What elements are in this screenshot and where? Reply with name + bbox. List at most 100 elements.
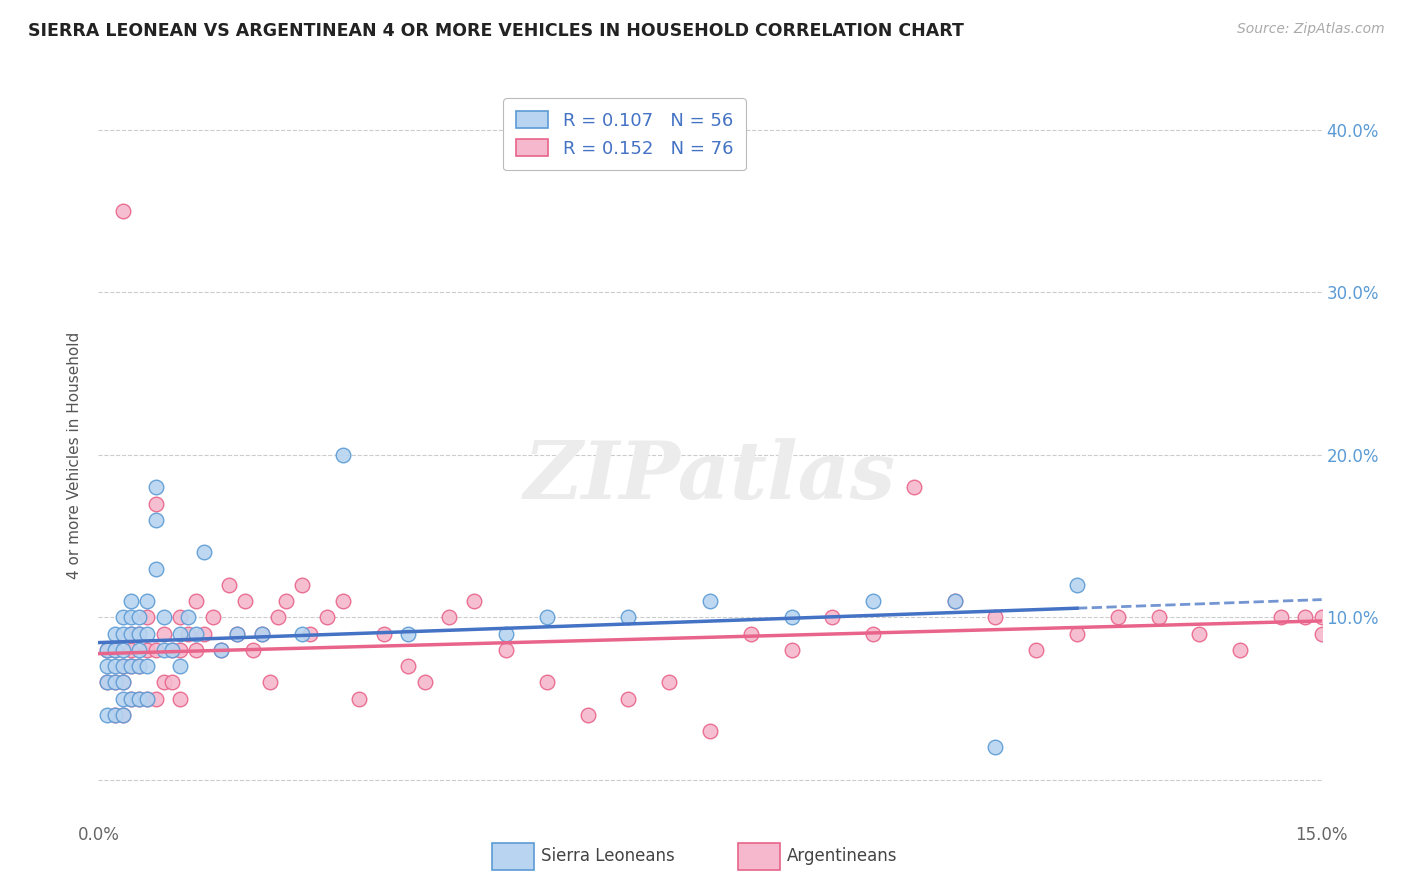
Point xyxy=(104,675,127,690)
Point xyxy=(201,610,224,624)
Point xyxy=(903,480,925,494)
Point xyxy=(1188,626,1211,640)
Point xyxy=(226,626,249,640)
Point xyxy=(536,675,558,690)
Point xyxy=(120,659,142,673)
Point xyxy=(104,708,127,723)
Point xyxy=(136,626,159,640)
Point xyxy=(128,643,150,657)
Point xyxy=(136,610,159,624)
Point xyxy=(1310,626,1333,640)
Point xyxy=(186,626,208,640)
Point xyxy=(1025,643,1047,657)
Point xyxy=(437,610,460,624)
Point xyxy=(1147,610,1170,624)
Point xyxy=(463,594,485,608)
Point xyxy=(349,691,371,706)
Point xyxy=(111,675,134,690)
Y-axis label: 4 or more Vehicles in Household: 4 or more Vehicles in Household xyxy=(67,331,83,579)
Point xyxy=(128,691,150,706)
Point xyxy=(152,675,174,690)
Point xyxy=(332,448,354,462)
Point xyxy=(617,610,640,624)
Point xyxy=(495,626,517,640)
Point xyxy=(250,626,273,640)
Point xyxy=(160,643,183,657)
Point xyxy=(120,610,142,624)
Point xyxy=(396,659,419,673)
Point xyxy=(104,626,127,640)
Text: Source: ZipAtlas.com: Source: ZipAtlas.com xyxy=(1237,22,1385,37)
Point xyxy=(111,691,134,706)
Point xyxy=(96,643,118,657)
Point xyxy=(111,659,134,673)
Point xyxy=(128,659,150,673)
Point xyxy=(169,643,191,657)
Point xyxy=(120,691,142,706)
Point xyxy=(128,691,150,706)
Point xyxy=(136,594,159,608)
Point xyxy=(160,643,183,657)
Point xyxy=(291,578,314,592)
Point xyxy=(152,610,174,624)
Point xyxy=(226,626,249,640)
Point xyxy=(576,708,599,723)
Point xyxy=(96,708,118,723)
Legend: R = 0.107   N = 56, R = 0.152   N = 76: R = 0.107 N = 56, R = 0.152 N = 76 xyxy=(503,98,745,170)
Point xyxy=(120,659,142,673)
Point xyxy=(111,610,134,624)
Point xyxy=(862,594,884,608)
Point xyxy=(145,480,167,494)
Point xyxy=(250,626,273,640)
Point xyxy=(495,643,517,657)
Point xyxy=(332,594,354,608)
Point xyxy=(984,740,1007,755)
Point xyxy=(136,643,159,657)
Point xyxy=(1270,610,1292,624)
Point xyxy=(862,626,884,640)
Point xyxy=(943,594,966,608)
Point xyxy=(111,675,134,690)
Point xyxy=(193,626,215,640)
Point xyxy=(111,708,134,723)
Point xyxy=(145,497,167,511)
Point xyxy=(128,610,150,624)
Text: Sierra Leoneans: Sierra Leoneans xyxy=(541,847,675,865)
Point xyxy=(233,594,256,608)
Point xyxy=(780,610,803,624)
Point xyxy=(536,610,558,624)
Point xyxy=(177,626,200,640)
Point xyxy=(1294,610,1316,624)
Point xyxy=(169,610,191,624)
Point xyxy=(218,578,240,592)
Point xyxy=(120,643,142,657)
Point xyxy=(943,594,966,608)
Point xyxy=(1229,643,1251,657)
Point xyxy=(111,204,134,219)
Point xyxy=(259,675,281,690)
Point xyxy=(413,675,436,690)
Point xyxy=(145,691,167,706)
Point xyxy=(111,626,134,640)
Point xyxy=(128,626,150,640)
Point xyxy=(104,659,127,673)
Point xyxy=(396,626,419,640)
Point xyxy=(209,643,232,657)
Point xyxy=(128,626,150,640)
Point xyxy=(136,691,159,706)
Text: ZIPatlas: ZIPatlas xyxy=(524,438,896,516)
Point xyxy=(1310,610,1333,624)
Point xyxy=(96,643,118,657)
Point xyxy=(267,610,290,624)
Point xyxy=(120,626,142,640)
Point xyxy=(299,626,322,640)
Point xyxy=(169,626,191,640)
Point xyxy=(120,626,142,640)
Point xyxy=(274,594,297,608)
Point xyxy=(740,626,762,640)
Point xyxy=(104,643,127,657)
Point xyxy=(699,724,721,739)
Point xyxy=(177,610,200,624)
Point xyxy=(658,675,681,690)
Point xyxy=(291,626,314,640)
